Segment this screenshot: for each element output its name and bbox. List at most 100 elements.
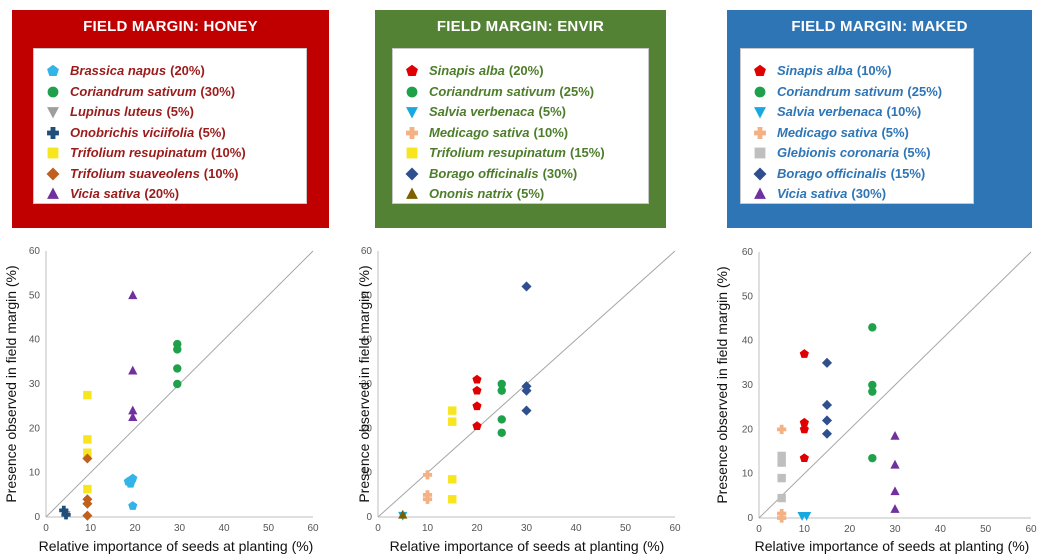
legend-box-maked: FIELD MARGIN: MAKED Sinapis alba (10%) Cor… (727, 10, 1032, 228)
legend-species-name: Trifolium resupinatum (15%) (429, 145, 605, 160)
data-point-pentagon (472, 374, 482, 384)
data-point-diamond (82, 510, 93, 521)
legend-marker (754, 64, 766, 77)
legend-species-name: Salvia verbenaca (5%) (429, 104, 566, 119)
data-point-circle (868, 453, 877, 463)
legend-box-envir: FIELD MARGIN: ENVIR Sinapis alba (20%) Cor… (375, 10, 666, 228)
legend-species-name: Onobrichis viciifolia (5%) (70, 124, 226, 140)
legend-marker-icon (406, 187, 418, 199)
legend-marker (47, 147, 59, 159)
data-point-triangle-up (890, 504, 900, 513)
legend-species-name: Coriandrum sativum (25%) (429, 83, 595, 99)
legend-percentage: (25%) (559, 83, 595, 99)
legend-species-name: Ononis natrix (5%) (429, 186, 545, 201)
x-tick-label: 20 (844, 524, 856, 535)
legend-percentage: (15%) (570, 145, 605, 160)
legend-marker-icon (406, 147, 418, 159)
legend-percentage: (5%) (166, 104, 194, 119)
y-tick-label: 40 (742, 336, 754, 347)
x-tick-label: 20 (129, 523, 141, 534)
legend-species-name: Sinapis alba (20%) (429, 63, 544, 78)
panel-maked: FIELD MARGIN: MAKED Sinapis alba (10%) Cor… (698, 0, 1038, 559)
data-point-triangle-up (890, 486, 900, 496)
legend-marker (46, 167, 60, 180)
data-point-circle (173, 345, 182, 354)
x-axis-label: Relative importance of seeds at planting… (755, 538, 1030, 554)
y-tick-label: 50 (361, 290, 373, 301)
y-tick-label: 40 (361, 335, 373, 346)
legend-envir: Sinapis alba (20%) Coriandrum sativum (25%)… (392, 48, 649, 204)
legend-marker (47, 126, 59, 139)
data-point-cross (777, 513, 787, 523)
legend-marker-icon (754, 187, 766, 199)
x-tick-label: 20 (471, 523, 483, 534)
y-tick-label: 50 (742, 291, 754, 302)
legend-marker-icon (754, 147, 766, 159)
x-tick-label: 60 (307, 523, 319, 534)
y-tick-label: 30 (29, 379, 41, 390)
data-point-triangle-up (128, 290, 138, 300)
legend-species-name: Coriandrum sativum (30%) (70, 83, 236, 99)
y-axis-label: Presence observed in field margin (%) (356, 265, 372, 502)
legend-species-name: Vicia sativa (30%) (777, 186, 887, 201)
legend-percentage: (10%) (203, 165, 239, 181)
legend-marker (754, 187, 766, 199)
legend-marker (406, 187, 418, 199)
legend-percentage: (25%) (907, 83, 943, 99)
legend-honey: Brassica napus (20%) Coriandrum sativum (30… (33, 48, 307, 204)
y-tick-label: 10 (742, 469, 754, 480)
data-point-square (83, 448, 92, 457)
data-point-diamond (821, 415, 833, 426)
legend-marker (406, 86, 418, 97)
legend-species-name: Coriandrum sativum (25%) (777, 83, 943, 99)
legend-percentage: (20%) (144, 186, 180, 201)
y-axis-label: Presence observed in field margin (%) (714, 266, 730, 503)
data-point-pentagon (799, 349, 809, 358)
x-axis-label: Relative importance of seeds at planting… (390, 538, 665, 554)
data-point-square (83, 390, 92, 400)
legend-species-name: Vicia sativa (20%) (70, 186, 180, 201)
data-point-pentagon (128, 501, 138, 510)
data-point-circle (868, 387, 877, 396)
data-point-square (448, 417, 457, 426)
y-tick-label: 30 (361, 379, 373, 390)
data-point-cross (422, 494, 433, 504)
legend-species-name: Glebionis coronaria (5%) (777, 145, 931, 160)
x-tick-label: 30 (521, 523, 533, 534)
legend-percentage: (20%) (170, 63, 205, 78)
legend-marker (47, 187, 59, 199)
legend-species-name: Brassica napus (20%) (70, 63, 205, 78)
legend-percentage: (15%) (890, 165, 926, 181)
data-point-square (448, 406, 457, 415)
y-tick-label: 50 (29, 290, 41, 301)
legend-species-name: Trifolium resupinatum (10%) (70, 145, 246, 160)
x-tick-label: 60 (1025, 524, 1037, 535)
legend-marker (754, 126, 766, 139)
legend-box-honey: FIELD MARGIN: HONEY Brassica napus (20%) C… (12, 10, 329, 228)
data-point-circle (497, 379, 506, 389)
x-tick-label: 40 (218, 523, 230, 534)
data-point-triangle-up (128, 405, 138, 415)
legend-marker-icon (753, 167, 767, 180)
legend-marker-icon (406, 64, 418, 77)
data-point-circle (497, 386, 506, 395)
legend-marker-icon (47, 64, 59, 77)
y-tick-label: 20 (742, 424, 754, 435)
legend-marker (754, 86, 766, 97)
data-point-diamond (521, 405, 532, 416)
y-axis-label: Presence observed in field margin (%) (3, 265, 19, 502)
x-tick-label: 10 (422, 523, 434, 534)
legend-percentage: (20%) (508, 63, 544, 78)
data-point-pentagon (472, 385, 482, 395)
data-point-cross (61, 510, 71, 520)
legend-maked: Sinapis alba (10%) Coriandrum sativum (25%)… (740, 48, 974, 204)
legend-marker-icon (754, 126, 766, 139)
legend-marker (406, 64, 418, 77)
legend-percentage: (10%) (856, 63, 892, 78)
data-point-pentagon (799, 424, 809, 434)
data-point-diamond (821, 357, 833, 368)
y-tick-label: 40 (29, 335, 41, 346)
data-point-pentagon (799, 417, 809, 427)
x-tick-label: 10 (799, 524, 811, 535)
data-point-circle (497, 415, 506, 424)
